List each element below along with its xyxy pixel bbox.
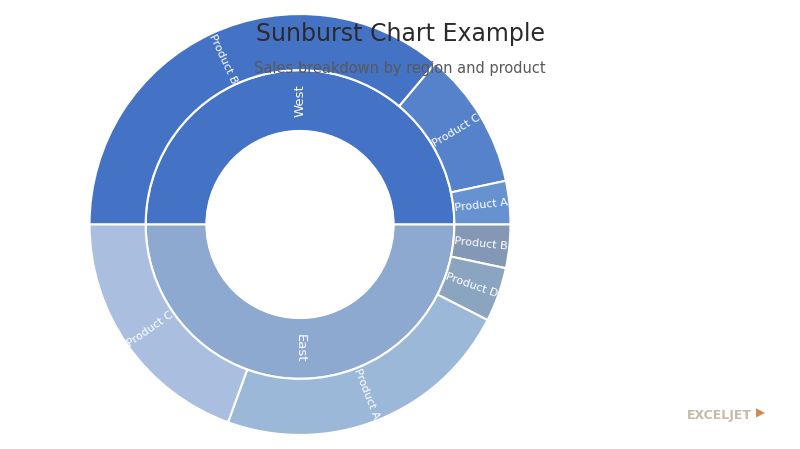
Text: West: West: [294, 84, 306, 117]
Text: Product C: Product C: [430, 112, 482, 149]
Wedge shape: [438, 256, 506, 320]
Wedge shape: [228, 295, 487, 435]
Text: Product C: Product C: [126, 310, 175, 348]
Text: EXCELJET: EXCELJET: [687, 409, 752, 422]
Text: Product B: Product B: [454, 236, 509, 251]
Text: ▶: ▶: [756, 407, 765, 420]
Wedge shape: [90, 224, 247, 422]
Text: Sunburst Chart Example: Sunburst Chart Example: [255, 22, 545, 46]
Text: Product D: Product D: [445, 272, 499, 299]
Wedge shape: [90, 14, 435, 224]
Text: Product B: Product B: [207, 33, 238, 86]
Circle shape: [206, 131, 394, 318]
Wedge shape: [451, 181, 510, 224]
Wedge shape: [146, 70, 454, 224]
Text: East: East: [294, 334, 306, 363]
Wedge shape: [451, 224, 510, 268]
Text: Sales breakdown by region and product: Sales breakdown by region and product: [254, 61, 546, 75]
Wedge shape: [399, 63, 506, 193]
Text: Product A: Product A: [454, 198, 509, 213]
Wedge shape: [146, 224, 454, 379]
Text: Product A: Product A: [352, 367, 382, 421]
